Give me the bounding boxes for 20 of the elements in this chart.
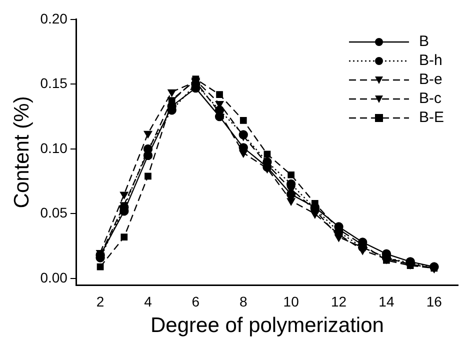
x-tick-label: 14: [378, 293, 394, 310]
y-tick-label: 0.05: [40, 204, 68, 221]
x-tick-label: 2: [96, 293, 104, 310]
y-tick-label: 0.00: [40, 269, 68, 286]
x-tick-label: 16: [426, 293, 442, 310]
legend-label: B-h: [418, 51, 442, 70]
x-tick-label: 10: [283, 293, 300, 310]
x-axis-title: Degree of polymerization: [150, 314, 384, 338]
x-tick-label: 8: [239, 293, 248, 310]
x-tick-label: 4: [144, 293, 152, 310]
y-axis-title: Content (%): [10, 96, 34, 208]
y-tick-label: 0.10: [40, 140, 68, 156]
y-tick-label: 0.20: [40, 10, 68, 26]
legend-label: B-E: [418, 108, 444, 127]
x-tick-label: 6: [192, 293, 200, 310]
legend-label: B: [418, 32, 429, 51]
legend-label: B-c: [418, 89, 442, 108]
x-tick-label: 12: [330, 293, 347, 310]
y-tick-label: 0.15: [40, 75, 68, 92]
legend-label: B-e: [418, 70, 442, 89]
